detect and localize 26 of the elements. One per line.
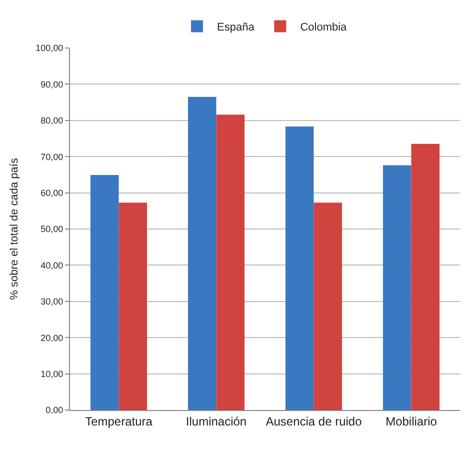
y-tick-label: 100,00 [36,43,64,54]
x-tick-label: Temperatura [85,414,153,428]
y-tick-label: 20,00 [40,332,64,343]
legend-label: España [217,22,256,34]
y-tick-label: 30,00 [40,296,64,307]
bar [118,202,148,410]
x-tick-label: Ausencia de ruido [266,414,362,428]
bar [90,175,119,410]
y-axis-title: % sobre el total de cada país [8,158,20,300]
x-tick-label: Mobiliario [386,414,438,428]
y-tick-label: 40,00 [40,260,64,270]
y-tick-label: 10,00 [40,368,64,379]
y-tick-label: 90,00 [40,79,64,90]
y-tick-label: 0,00 [46,405,64,416]
bar [382,165,412,410]
bar [314,202,342,410]
y-tick-label: 70,00 [40,152,64,162]
bar [285,126,314,410]
y-tick-label: 60,00 [40,188,64,198]
legend-label: Colombia [300,22,348,34]
y-tick-label: 80,00 [40,116,64,126]
y-tick-label: 50,00 [40,224,64,234]
bar [216,114,245,410]
x-tick-label: Iluminación [186,414,247,428]
bar [411,144,440,410]
bar [188,96,216,410]
